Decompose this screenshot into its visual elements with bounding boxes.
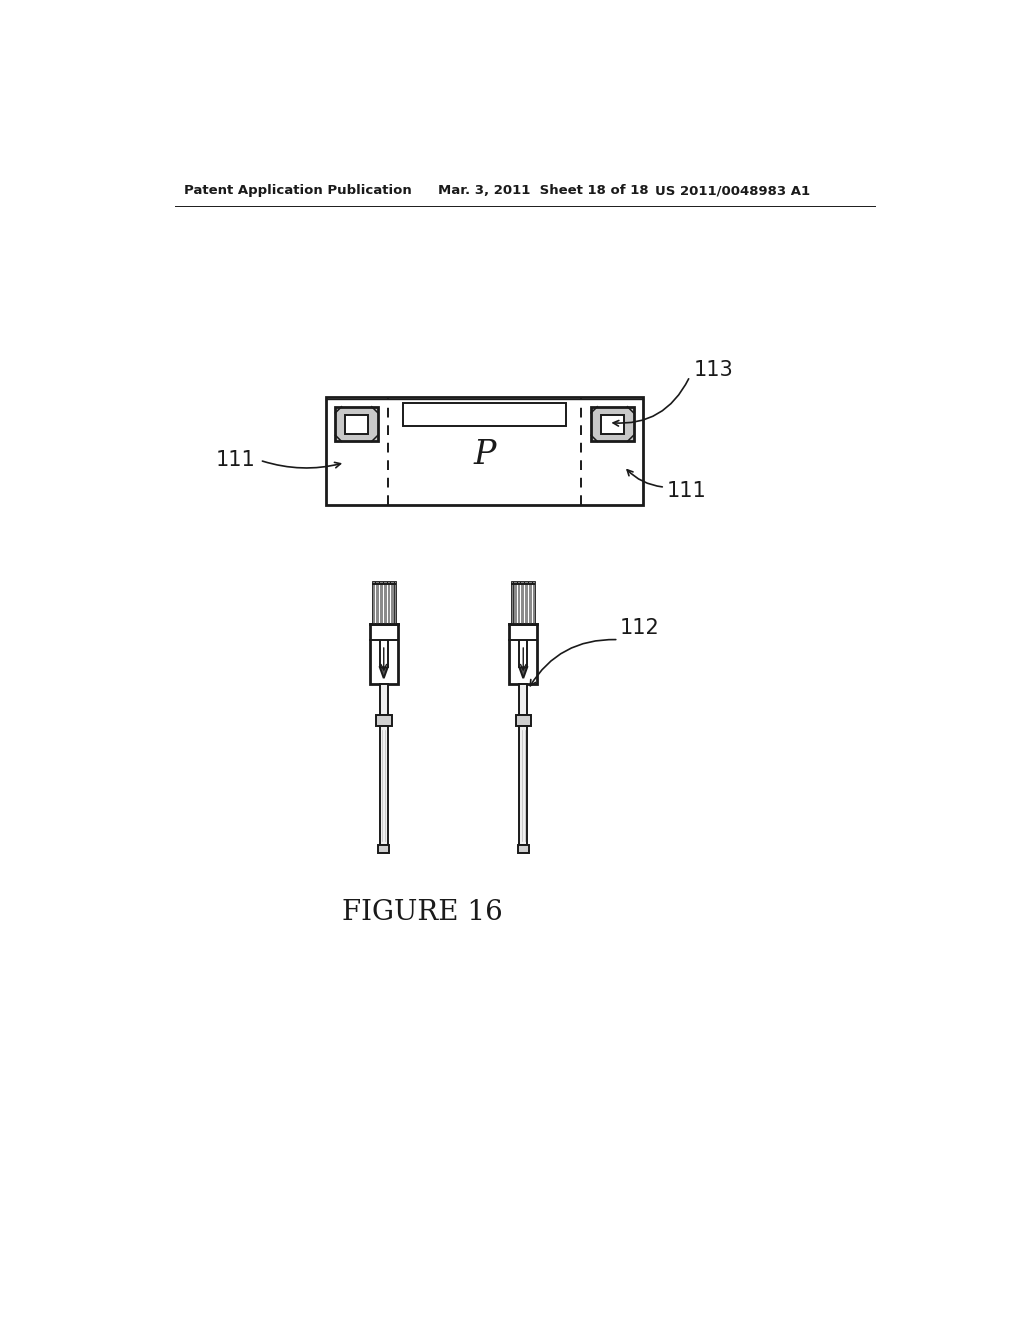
Polygon shape [519, 668, 527, 678]
Text: 111: 111 [216, 450, 256, 470]
Bar [519, 726, 527, 845]
Bar [370, 624, 397, 684]
Text: FIGURE 16: FIGURE 16 [342, 899, 503, 927]
Text: Mar. 3, 2011  Sheet 18 of 18: Mar. 3, 2011 Sheet 18 of 18 [438, 185, 648, 197]
Bar [376, 715, 391, 726]
Text: 112: 112 [621, 618, 659, 638]
Bar [380, 684, 388, 715]
Bar [512, 582, 535, 624]
Polygon shape [380, 668, 388, 678]
Text: US 2011/0048983 A1: US 2011/0048983 A1 [655, 185, 810, 197]
Text: P: P [473, 438, 496, 471]
Bar [326, 397, 643, 506]
Bar [515, 715, 531, 726]
Bar [378, 845, 389, 853]
Bar [591, 407, 634, 441]
Bar [345, 414, 369, 433]
Bar [509, 624, 538, 684]
Bar [335, 407, 378, 441]
Bar [380, 726, 388, 845]
Bar [403, 404, 566, 426]
Text: 113: 113 [693, 360, 733, 380]
Bar [518, 845, 528, 853]
Bar [519, 684, 527, 715]
Text: Patent Application Publication: Patent Application Publication [183, 185, 412, 197]
Bar [373, 582, 394, 624]
Text: 111: 111 [667, 480, 707, 502]
Bar [601, 414, 624, 433]
